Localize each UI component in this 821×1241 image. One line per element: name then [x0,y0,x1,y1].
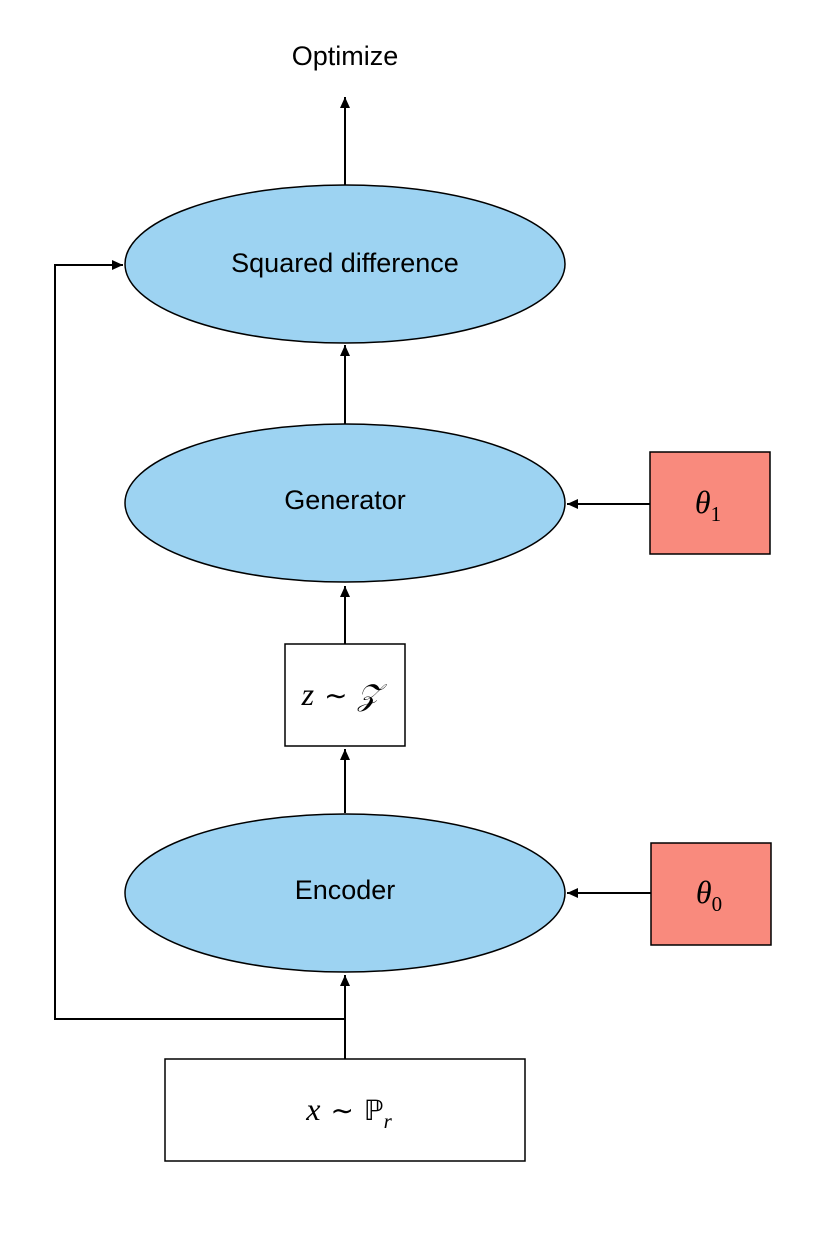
generator-label: Generator [284,485,406,515]
encoder-ellipse [124,813,566,973]
theta0-label: θ0 [696,874,722,916]
input-node: x ∼ ℙr [164,1058,526,1162]
squared-difference-ellipse [124,184,566,344]
theta1-label: θ1 [695,484,721,526]
input-subscript: r [384,1109,393,1133]
squared-difference-node: Squared difference [124,184,566,344]
theta0-box [650,842,772,946]
latent-variable: z [301,676,315,712]
squared-difference-label: Squared difference [231,248,459,278]
theta1-box [649,451,771,555]
theta0-subscript: 0 [712,892,723,916]
generator-ellipse [124,423,566,583]
input-box [164,1058,526,1162]
latent-node: z ∼ 𝒵 [284,643,406,747]
input-variable: x [305,1091,320,1127]
theta1-subscript: 1 [711,502,722,526]
encoder-node: Encoder [124,813,566,973]
optimize-label: Optimize [292,41,399,71]
theta0-node: θ0 [650,842,772,946]
generator-node: Generator [124,423,566,583]
edge-input-to-squared-difference [54,260,345,1020]
theta1-symbol: θ [695,484,711,520]
input-operator: ∼ [330,1094,353,1127]
theta0-symbol: θ [696,874,712,910]
latent-operator: ∼ [324,679,347,712]
theta1-node: θ1 [649,451,771,555]
latent-label: z ∼ 𝒵 [301,676,388,713]
edges [54,97,651,1059]
encoder-label: Encoder [295,875,396,905]
latent-box [284,643,406,747]
input-label: x ∼ ℙr [305,1091,392,1133]
input-distribution: ℙ [364,1094,384,1127]
